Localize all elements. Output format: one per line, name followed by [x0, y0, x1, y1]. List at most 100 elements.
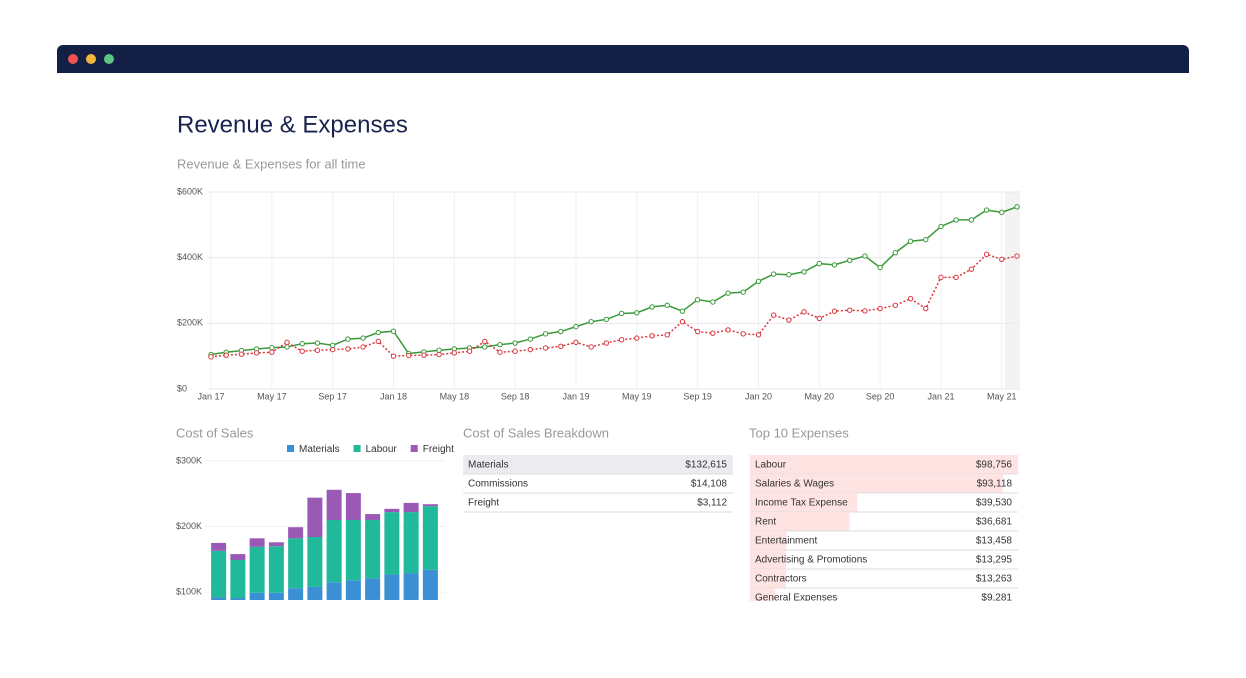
data-point: [375, 329, 381, 336]
data-point: [816, 260, 823, 267]
data-point: [527, 336, 534, 342]
data-point: [284, 339, 290, 346]
cell-name: Salaries & Wages: [755, 479, 834, 490]
data-point: [679, 308, 686, 314]
cell-name: Materials: [468, 460, 509, 471]
bar-segment: [211, 542, 227, 551]
legend-swatch: [287, 445, 294, 452]
expense-bar: [750, 474, 1003, 493]
cell-amount: $14,108: [691, 479, 728, 490]
x-tick-label: Sep 18: [501, 391, 530, 401]
x-tick-label: Jan 20: [745, 391, 772, 401]
data-point: [618, 310, 625, 317]
data-point: [938, 274, 944, 281]
data-point: [923, 236, 929, 243]
data-point: [421, 352, 427, 358]
data-point: [953, 217, 959, 223]
cell-name: Freight: [468, 498, 499, 509]
cell-amount: $36,681: [976, 517, 1013, 528]
expense-bar: [750, 550, 787, 569]
data-point: [512, 340, 518, 346]
bar-segment: [268, 546, 284, 593]
data-point: [497, 349, 503, 355]
data-point: [634, 310, 640, 316]
legend-label: Materials: [299, 444, 340, 455]
data-point: [664, 332, 670, 338]
page-subtitle: Revenue & Expenses for all time: [177, 156, 366, 171]
window-close[interactable]: [68, 54, 78, 64]
bar-segment: [288, 527, 304, 539]
bar-segment: [230, 559, 246, 599]
window-maximize[interactable]: [104, 54, 114, 64]
data-point: [527, 346, 534, 353]
bar-segment: [288, 588, 304, 600]
bar-segment: [365, 514, 381, 520]
cell-name: Rent: [755, 517, 776, 528]
top-expenses-table: Labour $98,756 Salaries & Wages $93,118 Inco…: [750, 455, 1018, 604]
legend-label: Labour: [366, 444, 398, 455]
bar-segment: [249, 538, 265, 547]
data-point: [269, 349, 275, 355]
data-point: [740, 331, 746, 337]
y-tick-label: $200K: [176, 521, 202, 531]
data-point: [770, 312, 777, 318]
data-point: [390, 353, 397, 359]
data-point: [253, 350, 260, 356]
breakdown-title: Cost of Sales Breakdown: [463, 425, 609, 440]
data-point: [801, 269, 807, 275]
data-point: [983, 207, 990, 213]
y-tick-label: $200K: [177, 318, 203, 328]
x-tick-label: Jan 21: [927, 391, 954, 401]
data-point: [390, 328, 397, 334]
bar-segment: [422, 506, 438, 570]
window-minimize[interactable]: [86, 54, 96, 64]
series-line: [210, 206, 1018, 356]
data-point: [497, 341, 503, 348]
legend-label: Freight: [423, 444, 454, 455]
data-point: [284, 344, 290, 350]
data-point: [588, 344, 594, 350]
bar-segment: [422, 504, 438, 507]
data-point: [999, 209, 1005, 216]
data-point: [831, 308, 838, 314]
data-point: [907, 238, 914, 244]
data-point: [603, 340, 610, 346]
x-tick-label: May 21: [987, 391, 1017, 401]
data-point: [360, 335, 366, 341]
cell-name: General Expenses: [755, 593, 837, 604]
data-point: [558, 328, 564, 335]
data-point: [542, 345, 549, 351]
data-point: [329, 346, 336, 353]
cell-amount: $93,118: [977, 479, 1013, 490]
cell-name: Income Tax Expense: [755, 498, 848, 509]
data-point: [512, 348, 518, 354]
bar-segment: [326, 489, 342, 520]
data-point: [618, 337, 625, 343]
bar-chart-title: Cost of Sales: [176, 425, 254, 440]
bar-segment: [326, 582, 342, 600]
chart-shade: [1005, 192, 1020, 389]
bar-segment: [384, 512, 400, 575]
cell-amount: $9,281: [981, 593, 1012, 604]
data-point: [770, 271, 777, 277]
expense-bar: [750, 493, 858, 512]
bar-segment: [345, 519, 361, 581]
row-highlight: [463, 455, 733, 474]
expense-bar: [750, 588, 776, 601]
data-point: [953, 274, 959, 281]
data-point: [892, 302, 899, 308]
bar-segment: [365, 578, 381, 600]
bar-segment: [211, 550, 227, 598]
data-point: [907, 296, 914, 302]
cell-amount: $13,458: [976, 536, 1013, 547]
bar-segment: [345, 493, 361, 520]
data-point: [482, 344, 488, 350]
data-point: [649, 333, 655, 339]
top-expenses-title: Top 10 Expenses: [749, 425, 849, 440]
data-point: [877, 305, 883, 312]
data-point: [542, 331, 549, 337]
data-point: [329, 342, 336, 349]
data-point: [755, 278, 762, 285]
data-point: [588, 318, 594, 325]
data-point: [1014, 253, 1020, 259]
